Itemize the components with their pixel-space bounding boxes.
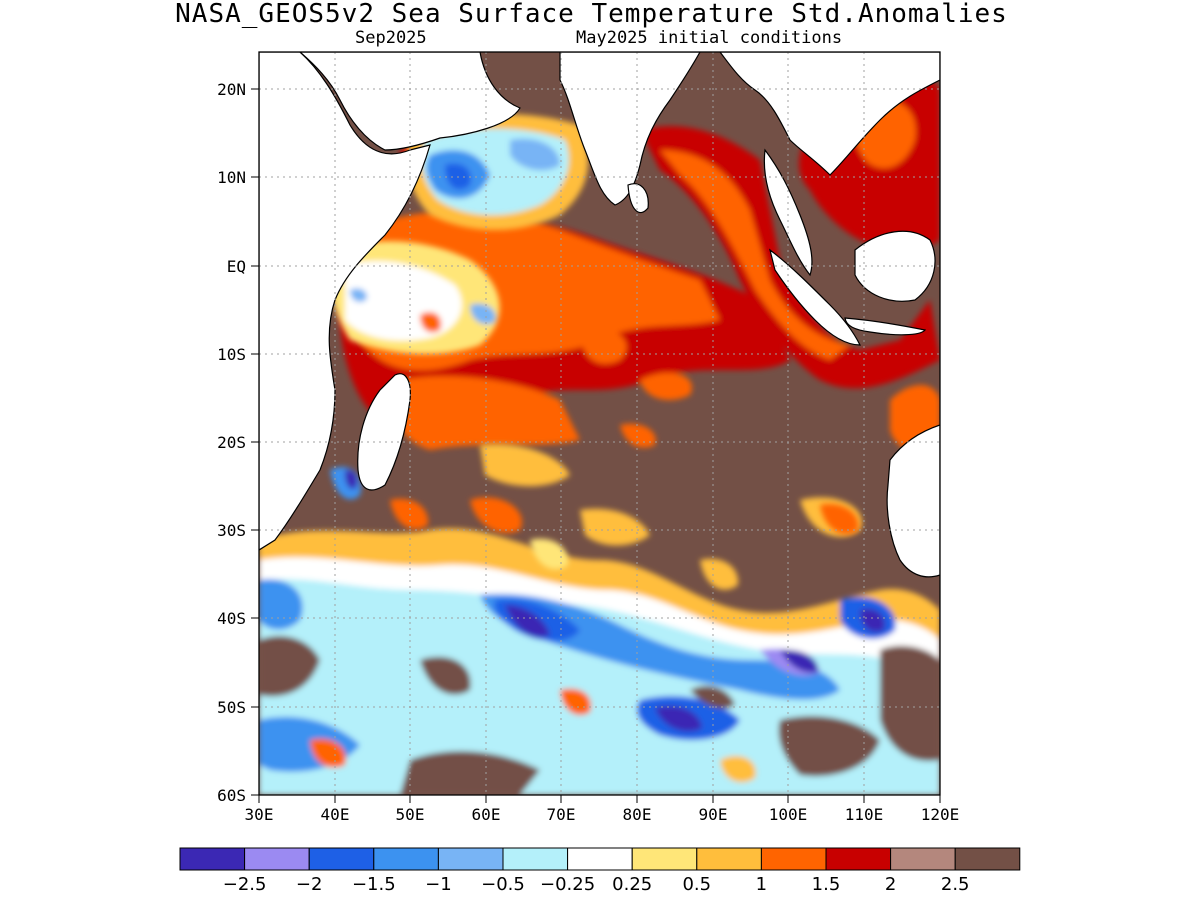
colorbar-swatch-1 [244,847,310,871]
forecast-month: Sep2025 [355,28,427,48]
grid-lines [259,52,940,795]
colorbar-label-10: 2 [885,874,896,895]
colorbar-swatch-10 [825,847,892,871]
lon-label-60e: 60E [472,805,501,824]
lon-label-40e: 40E [321,805,350,824]
colorbar-label-0: −2.5 [223,874,267,895]
colorbar-label-7: 0.5 [682,874,711,895]
lon-label-90e: 90E [699,805,728,824]
colorbar-swatch-9 [760,847,827,871]
lon-label-30e: 30E [245,805,274,824]
lat-label-40s: 40S [217,609,246,628]
colorbar-swatch-4 [437,847,504,871]
lon-label-70e: 70E [547,805,576,824]
colorbar-swatch-6 [567,847,633,871]
colorbar-label-5: −0.25 [540,874,595,895]
lon-label-110e: 110E [845,805,884,824]
colorbar-swatch-7 [631,847,698,871]
lat-label-eq: EQ [227,257,246,276]
initial-conditions: May2025 initial conditions [576,28,843,48]
map-title: NASA_GEOS5v2 Sea Surface Temperature Std… [175,0,1008,29]
colorbar-swatch-3 [373,847,439,871]
colorbar-swatch-2 [308,847,375,871]
lat-label-10n: 10N [217,168,246,187]
lat-label-10s: 10S [217,345,246,364]
lon-label-50e: 50E [396,805,425,824]
colorbar-label-2: −1.5 [352,874,396,895]
colorbar-swatch-0 [179,847,246,871]
colorbar-label-3: −1 [425,874,452,895]
colorbar-label-11: 2.5 [941,874,970,895]
midlatitude-blobs [390,423,859,590]
lon-axis [258,795,941,803]
lon-label-80e: 80E [623,805,652,824]
colorbar-swatch-8 [696,847,762,871]
colorbar-swatch-11 [890,847,956,871]
lon-label-120e: 120E [921,805,960,824]
lat-axis [251,88,259,796]
colorbar-label-8: 1 [756,874,767,895]
southern-ocean-anomaly [259,466,940,795]
colorbar-label-9: 1.5 [812,874,841,895]
plot-frame [258,51,941,796]
lat-label-20s: 20S [217,433,246,452]
lon-label-100e: 100E [769,805,808,824]
colorbar-label-1: −2 [296,874,323,895]
colorbar-swatch-12 [954,847,1021,871]
colorbar-swatch-5 [502,847,569,871]
arabian-sea-anomaly [330,113,589,355]
sst-anomaly-field [259,52,940,795]
lat-label-50s: 50S [217,698,246,717]
lat-label-60s: 60S [217,786,246,805]
colorbar: −2.5 −2 −1.5 −1 −0.5 −0.25 0.25 0.5 1 1.5 2 2.5 [179,847,1021,895]
colorbar-label-4: −0.5 [481,874,525,895]
lat-label-30s: 30S [217,521,246,540]
colorbar-label-6: 0.25 [612,874,652,895]
lat-label-20n: 20N [217,80,246,99]
